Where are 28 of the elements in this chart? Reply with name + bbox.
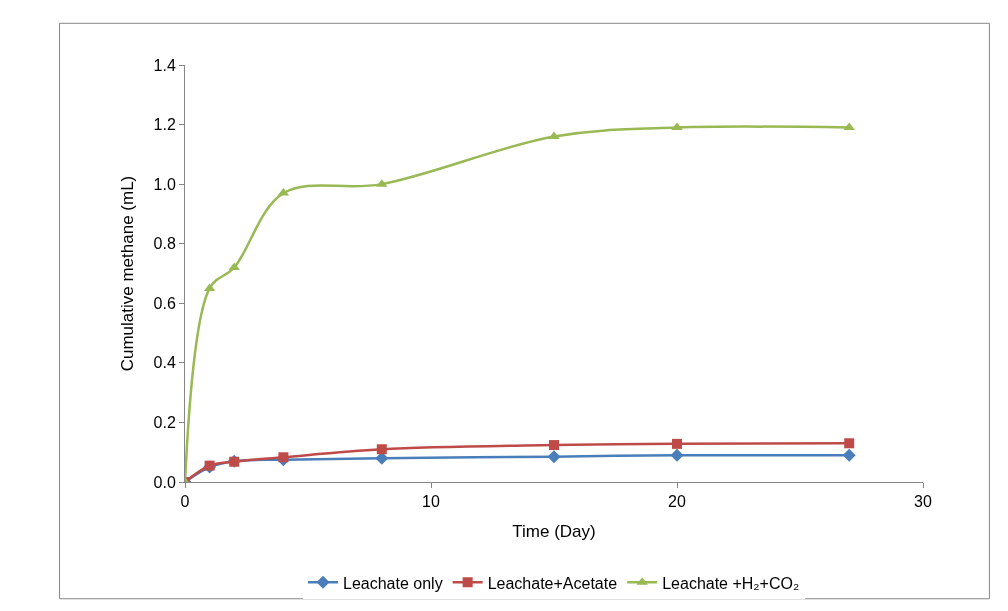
point bbox=[842, 448, 856, 462]
x-tick-label: 10 bbox=[422, 493, 440, 511]
point bbox=[376, 444, 387, 455]
y-tick-label: 0.2 bbox=[153, 414, 176, 432]
y-tick-label: 1.2 bbox=[153, 116, 176, 134]
x-tick-label: 30 bbox=[914, 493, 932, 511]
y-tick-label: 0.0 bbox=[153, 473, 176, 491]
y-tick-label: 0.6 bbox=[153, 294, 176, 312]
point bbox=[549, 440, 559, 451]
y-tick-label: 0.8 bbox=[153, 235, 176, 253]
legend-label: Leachate only bbox=[343, 574, 443, 592]
legend-label: Leachate+Acetate bbox=[487, 574, 618, 592]
x-tick-label: 20 bbox=[668, 493, 686, 511]
point bbox=[547, 450, 561, 464]
x-axis-title: Time (Day) bbox=[512, 521, 596, 541]
point bbox=[844, 438, 855, 449]
y-tick-label: 0.4 bbox=[153, 354, 176, 372]
y-tick-label: 1.0 bbox=[153, 175, 176, 193]
point bbox=[843, 122, 855, 131]
point bbox=[278, 452, 289, 463]
point bbox=[228, 262, 240, 271]
y-axis-title: Cumulative methane (mL) bbox=[118, 175, 138, 372]
point bbox=[672, 438, 682, 449]
legend-label: Leachate +H₂+CO₂ bbox=[662, 574, 800, 592]
point bbox=[670, 448, 684, 462]
y-tick-label: 1.4 bbox=[153, 56, 176, 74]
point bbox=[671, 122, 683, 131]
x-tick-label: 0 bbox=[180, 493, 190, 511]
